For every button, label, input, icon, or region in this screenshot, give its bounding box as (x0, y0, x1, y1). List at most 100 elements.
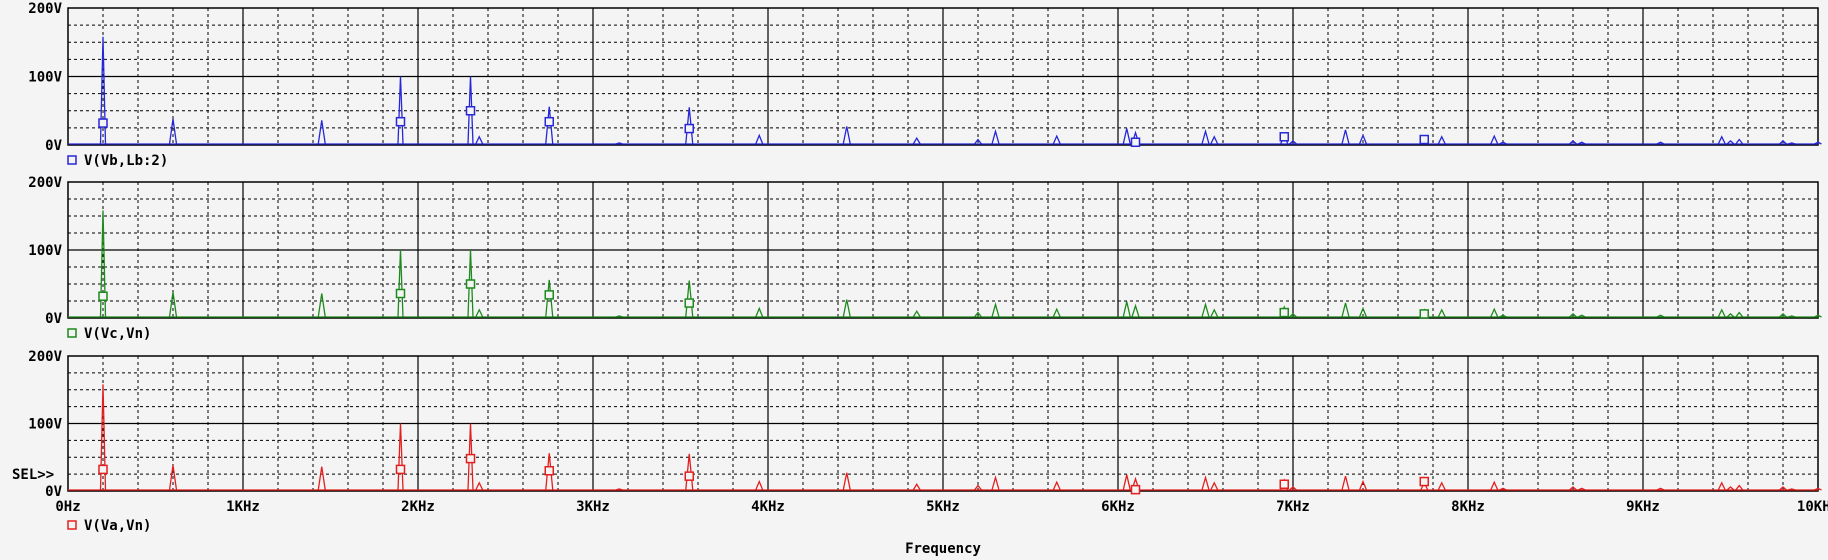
spectrum-peak (991, 475, 1000, 491)
x-axis: 0Hz 1KHz 2KHz 3KHz 4KHz 5KHz 6KHz 7KHz 8KHz 9KHz 1… (55, 499, 1828, 515)
trace-marker (395, 116, 406, 127)
spectrum-peak (1656, 487, 1665, 491)
spectrum-peak (1131, 303, 1140, 318)
y-tick-label: 100V (28, 243, 62, 259)
plot-panel-1: 0V 100V 200V V(Vb,Lb:2) (28, 1, 1822, 169)
spectrum-peak (545, 106, 554, 145)
spectrum-peak (317, 293, 326, 318)
spectrum-peak (1788, 488, 1796, 491)
spectrum-peak (1289, 486, 1297, 491)
spectrum-peak (755, 306, 764, 318)
spectrum-peak (991, 301, 1000, 318)
spectrum-peak (973, 138, 983, 145)
spectrum-peak (168, 465, 178, 491)
spectrum-peak (1201, 475, 1210, 491)
spectrum-peak (1569, 313, 1577, 318)
legend-label[interactable]: V(Vc,Vn) (84, 326, 151, 342)
spectrum-peak (1341, 302, 1350, 318)
spectrum-peak (991, 128, 1000, 145)
spectrum-peak (755, 133, 764, 145)
spectrum-peak (1499, 487, 1507, 491)
spectrum-peak (912, 136, 921, 145)
trace-marker (98, 291, 108, 301)
trace-marker (1279, 479, 1289, 489)
spectrum-peak (467, 249, 474, 318)
spectrum-peak (168, 292, 178, 318)
spectrum-peak (615, 488, 623, 491)
spectrum-peak (1779, 140, 1787, 145)
trace-marker (465, 106, 476, 116)
trace-marker (544, 466, 554, 476)
trace-marker (395, 288, 406, 299)
spectrum-peak (467, 76, 474, 145)
x-tick-label: 1KHz (226, 499, 260, 515)
spectrum-peak (1717, 308, 1726, 318)
spectrum-peak (317, 120, 326, 145)
spectrum-peak (1122, 128, 1131, 145)
legend-item[interactable]: V(Vc,Vn) (67, 326, 151, 342)
spectrum-peak (1735, 484, 1744, 491)
spectrum-peak (842, 472, 851, 491)
trace-marker (98, 118, 108, 128)
x-tick-label: 9KHz (1626, 499, 1660, 515)
spectrum-peak (1210, 308, 1219, 318)
spectrum-peak (545, 453, 554, 491)
spectrum-peak (1577, 487, 1586, 491)
legend-label[interactable]: V(Vb,Lb:2) (84, 153, 168, 169)
spectrum-peak (1122, 301, 1131, 318)
y-tick-label: 100V (28, 417, 62, 433)
trace-marker (395, 464, 406, 475)
spectrum-peak (1814, 487, 1822, 491)
x-tick-label: 3KHz (576, 499, 610, 515)
trace-marker (1279, 307, 1289, 318)
x-tick-label: 2KHz (401, 499, 435, 515)
spectrum-peak (1656, 314, 1665, 318)
x-tick-label: 4KHz (751, 499, 785, 515)
spectrum-peak (1788, 142, 1796, 145)
legend-swatch-icon (67, 520, 77, 530)
x-tick-label: 10KHz (1797, 499, 1828, 515)
y-tick-label: 100V (28, 70, 62, 86)
spectrum-peak (1814, 314, 1822, 318)
spectrum-peak (1717, 135, 1726, 145)
spectrum-peak (1437, 481, 1446, 491)
legend-label[interactable]: V(Va,Vn) (84, 518, 151, 534)
y-tick-label: 200V (28, 349, 62, 365)
spectrum-peak (1577, 141, 1586, 145)
trace-marker (684, 471, 694, 481)
spectrum-peak (1437, 135, 1446, 145)
spectrum-peak (168, 118, 178, 145)
x-tick-label: 6KHz (1101, 499, 1135, 515)
spectrum-peak (1122, 474, 1131, 491)
spectrum-peak (1490, 134, 1499, 145)
spectrum-peak (1341, 129, 1350, 145)
spectrum-peak (1358, 133, 1368, 145)
spectrum-peak (1052, 480, 1061, 491)
spectrum-peak (1437, 308, 1446, 318)
legend-item[interactable]: V(Vb,Lb:2) (67, 153, 168, 169)
spectrum-peak (467, 423, 474, 491)
spectrum-peak (1577, 314, 1586, 318)
plot-panel-3: 0V 100V 200V V(Va,Vn) (28, 349, 1822, 534)
y-tick-label: 200V (28, 1, 62, 17)
spectrum-peak (1569, 140, 1577, 145)
x-axis-title: Frequency (905, 541, 981, 557)
spectrum-peak (1341, 475, 1350, 491)
plot-panel-2: 0V 100V 200V V(Vc,Vn) (28, 175, 1822, 342)
trace-marker (465, 279, 476, 289)
legend-item[interactable]: V(Va,Vn) (67, 518, 151, 534)
spectrum-peak (1210, 135, 1219, 145)
spectrum-peak (99, 384, 107, 491)
spectrum-peak (755, 479, 764, 491)
trace-marker (1419, 476, 1429, 487)
spectrum-peak (615, 315, 623, 318)
spectrum-peak (1289, 313, 1297, 318)
spectrum-peak (1735, 311, 1744, 318)
spectrum-peak (1052, 134, 1061, 145)
spectrum-peak (1499, 141, 1507, 145)
spectrum-peak (973, 484, 983, 491)
selected-plot-marker[interactable]: SEL>> (12, 467, 54, 483)
spectrum-peak (912, 482, 921, 491)
x-tick-label: 0Hz (55, 499, 80, 515)
